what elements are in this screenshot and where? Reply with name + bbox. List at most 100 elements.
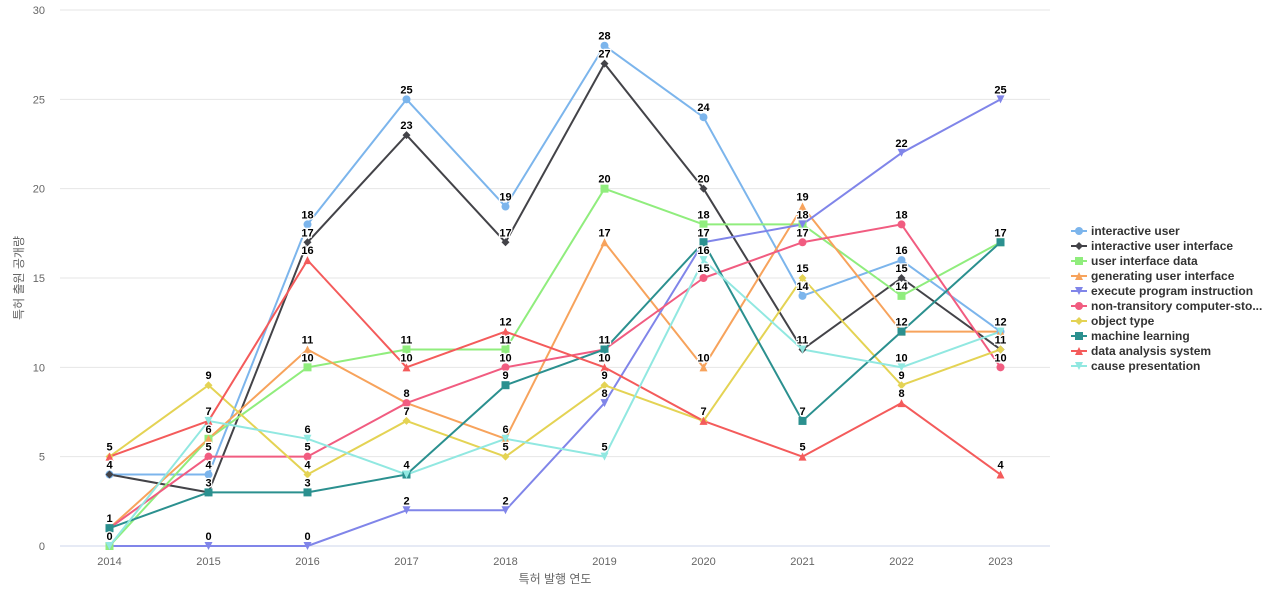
legend-item[interactable]: user interface data	[1070, 253, 1262, 268]
data-point[interactable]	[303, 452, 312, 461]
y-tick-label: 0	[39, 541, 45, 553]
data-point[interactable]	[897, 291, 906, 300]
data-point[interactable]	[798, 238, 807, 247]
data-point[interactable]	[501, 381, 510, 390]
data-point[interactable]	[105, 470, 114, 479]
legend-item[interactable]: generating user interface	[1070, 268, 1262, 283]
data-point[interactable]	[897, 363, 906, 372]
data-point[interactable]	[501, 452, 510, 461]
data-point[interactable]	[105, 542, 114, 550]
legend-item[interactable]: interactive user interface	[1070, 238, 1262, 253]
data-point[interactable]	[501, 327, 510, 336]
data-point[interactable]	[897, 256, 906, 265]
data-point[interactable]	[501, 238, 510, 247]
data-point[interactable]	[303, 470, 312, 479]
data-point[interactable]	[204, 434, 213, 443]
data-point[interactable]	[402, 131, 411, 140]
data-point[interactable]	[798, 220, 807, 229]
legend-item[interactable]: non-transitory computer-sto...	[1070, 298, 1262, 313]
data-point[interactable]	[798, 291, 807, 300]
data-point[interactable]	[600, 238, 609, 247]
data-point[interactable]	[501, 434, 510, 443]
series-line-0[interactable]	[108, 44, 1002, 476]
data-point[interactable]	[501, 202, 510, 211]
data-point[interactable]	[204, 542, 213, 550]
data-point[interactable]	[699, 220, 708, 229]
data-point[interactable]	[204, 452, 213, 461]
data-point[interactable]	[798, 274, 807, 282]
series-line-1[interactable]	[108, 62, 1002, 494]
data-point[interactable]	[402, 363, 411, 372]
data-point[interactable]	[996, 470, 1005, 479]
data-point[interactable]	[501, 345, 510, 354]
series-line-5[interactable]	[108, 223, 1002, 530]
data-point[interactable]	[303, 345, 312, 354]
data-point[interactable]	[798, 416, 807, 425]
data-point[interactable]	[303, 238, 312, 247]
data-point[interactable]	[402, 95, 411, 104]
data-point[interactable]	[501, 506, 510, 515]
data-point[interactable]	[303, 220, 312, 229]
data-point[interactable]	[897, 148, 906, 157]
data-point[interactable]	[204, 488, 213, 497]
data-point[interactable]	[303, 542, 312, 550]
data-point[interactable]	[600, 399, 609, 408]
data-point[interactable]	[303, 488, 312, 497]
data-point[interactable]	[105, 452, 114, 461]
data-point[interactable]	[897, 399, 906, 408]
legend-item[interactable]: data analysis system	[1070, 343, 1262, 358]
data-point[interactable]	[798, 452, 807, 461]
data-point[interactable]	[303, 256, 312, 265]
data-point[interactable]	[204, 416, 213, 425]
data-point[interactable]	[402, 416, 411, 425]
data-point[interactable]	[996, 363, 1005, 372]
data-point[interactable]	[402, 506, 411, 515]
data-point[interactable]	[699, 274, 708, 282]
data-point[interactable]	[699, 363, 708, 372]
data-point[interactable]	[600, 345, 609, 354]
data-point[interactable]	[699, 238, 708, 247]
data-point[interactable]	[897, 274, 906, 282]
data-label: 28	[598, 31, 610, 43]
legend-item[interactable]: machine learning	[1070, 328, 1262, 343]
data-point[interactable]	[897, 220, 906, 229]
series-line-3[interactable]	[108, 205, 1002, 530]
data-point[interactable]	[996, 95, 1005, 104]
data-point[interactable]	[402, 399, 411, 408]
legend-item[interactable]: execute program instruction	[1070, 283, 1262, 298]
data-point[interactable]	[204, 381, 213, 390]
legend-item[interactable]: interactive user	[1070, 223, 1262, 238]
series-line-8[interactable]	[108, 259, 1002, 476]
data-point[interactable]	[600, 452, 609, 461]
data-point[interactable]	[798, 202, 807, 211]
data-point[interactable]	[600, 184, 609, 193]
series-line-4[interactable]	[108, 98, 1002, 547]
data-point[interactable]	[996, 327, 1005, 336]
data-point[interactable]	[897, 327, 906, 336]
data-point[interactable]	[600, 41, 609, 50]
data-point[interactable]	[204, 470, 213, 479]
legend-item[interactable]: cause presentation	[1070, 358, 1262, 373]
series-line-7[interactable]	[108, 241, 1002, 530]
data-point[interactable]	[699, 416, 708, 425]
data-point[interactable]	[501, 363, 510, 372]
data-point[interactable]	[699, 256, 708, 265]
legend-item[interactable]: object type	[1070, 313, 1262, 328]
series-line-9[interactable]	[108, 259, 1002, 547]
data-point[interactable]	[699, 113, 708, 122]
data-point[interactable]	[699, 184, 708, 193]
data-point[interactable]	[600, 59, 609, 68]
data-point[interactable]	[996, 238, 1005, 247]
data-point[interactable]	[402, 470, 411, 479]
data-point[interactable]	[303, 363, 312, 372]
data-point[interactable]	[402, 345, 411, 354]
data-point[interactable]	[798, 345, 807, 354]
data-point[interactable]	[897, 381, 906, 390]
data-point[interactable]	[303, 434, 312, 443]
data-point[interactable]	[996, 345, 1005, 354]
series-line-6[interactable]	[108, 277, 1002, 476]
data-point[interactable]	[600, 381, 609, 390]
data-point[interactable]	[105, 524, 114, 533]
series-line-2[interactable]	[108, 187, 1002, 547]
data-point[interactable]	[600, 363, 609, 372]
